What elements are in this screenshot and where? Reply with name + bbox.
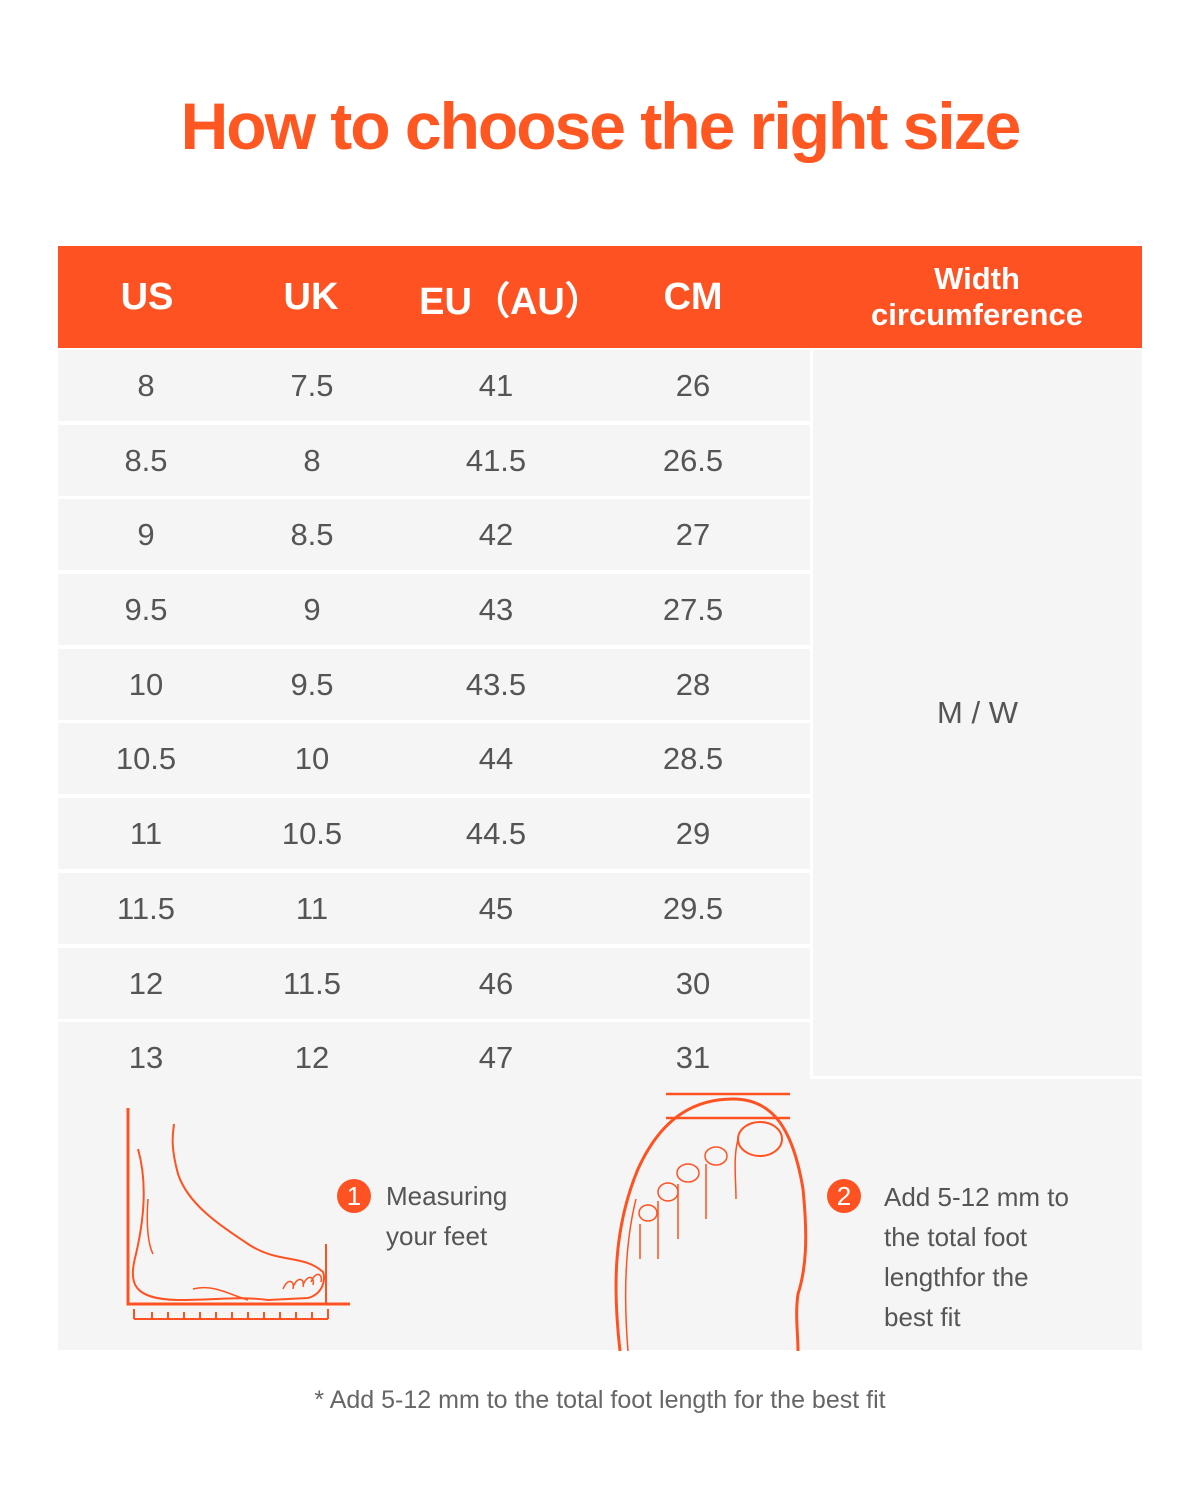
header-eu: EU（AU） <box>419 280 603 323</box>
table-row: 8 7.5 41 26 <box>58 350 810 423</box>
cell-cm: 29 <box>675 816 711 852</box>
cell-eu: 41 <box>478 368 514 403</box>
cell-cm: 31 <box>675 1040 711 1076</box>
cell-uk: 11 <box>295 890 329 926</box>
cell-cm: 29.5 <box>662 890 724 926</box>
cell-cm: 26.5 <box>662 442 724 478</box>
step-1-line: your feet <box>386 1221 488 1251</box>
table-row: 9 8.5 42 27 <box>58 499 810 573</box>
table-row: 10.5 10 44 28.5 <box>58 723 810 797</box>
step-2-text: Add 5-12 mm to the total foot lengthfor … <box>884 1177 1069 1337</box>
cell-us: 10.5 <box>115 741 177 777</box>
cell-eu: 44.5 <box>465 816 527 852</box>
table-row: 9.5 9 43 27.5 <box>58 574 810 648</box>
header-us: US <box>120 275 174 318</box>
table-row: 11 10.5 44.5 29 <box>58 798 810 872</box>
cell-us: 11.5 <box>116 890 176 926</box>
cell-cm: 28.5 <box>662 741 724 777</box>
step-2-badge: 2 <box>827 1179 861 1213</box>
table-header: US UK EU（AU） CM Width circumference <box>58 246 1142 348</box>
cell-eu: 41.5 <box>465 442 527 478</box>
size-table-body: 8 7.5 41 26 8.5 8 41.5 26.5 9 8.5 42 27 9.5 9 43 27.5 10… <box>58 350 810 1097</box>
cell-eu: 45 <box>478 890 514 926</box>
cell-us: 8.5 <box>124 442 168 478</box>
cell-us: 11 <box>129 816 163 852</box>
cell-cm: 26 <box>675 368 711 403</box>
table-row: 8.5 8 41.5 26.5 <box>58 424 810 498</box>
cell-cm: 28 <box>675 666 711 702</box>
table-row: 12 11.5 46 30 <box>58 947 810 1021</box>
header-width-line2: circumference <box>871 297 1083 332</box>
cell-us: 9 <box>137 517 155 553</box>
header-width-line1: Width <box>934 261 1020 296</box>
step-1-text: Measuring your feet <box>386 1176 507 1256</box>
cell-uk: 7.5 <box>290 368 334 403</box>
cell-eu: 43.5 <box>465 666 527 702</box>
cell-uk: 11.5 <box>282 965 342 1001</box>
cell-us: 12 <box>128 965 164 1001</box>
cell-uk: 8.5 <box>290 517 334 553</box>
footnote: * Add 5-12 mm to the total foot length f… <box>314 1386 886 1414</box>
step-2-line: best fit <box>884 1302 961 1332</box>
cell-us: 9.5 <box>124 592 168 628</box>
step-1-badge: 1 <box>337 1179 371 1213</box>
step-2-line: Add 5-12 mm to <box>884 1182 1069 1212</box>
step-1-line: Measuring <box>386 1181 508 1211</box>
step-2-line: lengthfor the <box>884 1262 1029 1292</box>
cell-eu: 43 <box>478 592 514 628</box>
cell-eu: 42 <box>478 517 514 553</box>
header-cm: CM <box>663 275 723 318</box>
cell-eu: 46 <box>478 965 514 1001</box>
header-width: Width circumference <box>871 246 1083 348</box>
header-uk: UK <box>283 275 339 318</box>
cell-cm: 30 <box>675 965 711 1001</box>
cell-uk: 9 <box>303 592 321 628</box>
width-value: M / W <box>813 350 1142 1076</box>
page-title: How to choose the right size <box>180 89 1022 163</box>
cell-uk: 8 <box>303 442 321 478</box>
cell-us: 13 <box>128 1040 164 1076</box>
cell-uk: 10.5 <box>281 816 343 852</box>
cell-uk: 12 <box>294 1040 330 1076</box>
cell-uk: 9.5 <box>290 666 334 702</box>
cell-us: 10 <box>128 666 164 702</box>
cell-us: 8 <box>137 368 155 403</box>
cell-uk: 10 <box>294 741 330 777</box>
cell-cm: 27.5 <box>662 592 724 628</box>
table-row: 10 9.5 43.5 28 <box>58 648 810 722</box>
table-row: 11.5 11 45 29.5 <box>58 872 810 946</box>
measure-instructions: 1 Measuring your feet 2 Add 5-12 mm to t… <box>58 1079 1142 1351</box>
cell-eu: 47 <box>478 1040 514 1076</box>
foot-side-ruler-icon <box>126 1108 350 1320</box>
step-2-line: the total foot <box>884 1222 1028 1252</box>
cell-cm: 27 <box>675 517 711 553</box>
cell-eu: 44 <box>478 741 514 777</box>
foot-top-toe-icon <box>614 1092 808 1351</box>
